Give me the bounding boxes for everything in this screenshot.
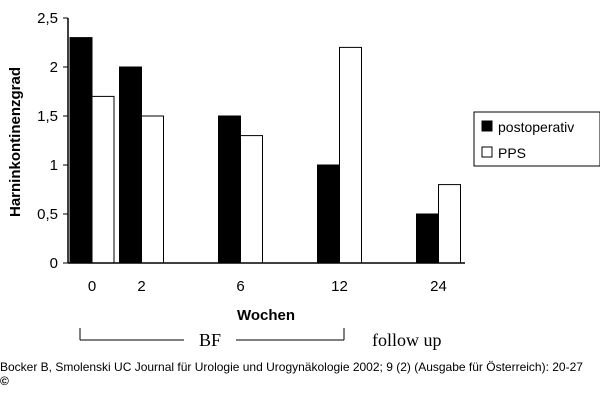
bars-layer <box>69 37 461 264</box>
bar-postoperativ-12 <box>317 164 340 264</box>
bar-postoperativ-2 <box>119 66 142 264</box>
bar-pps-6 <box>240 135 263 264</box>
bar-postoperativ-24 <box>416 213 439 264</box>
legend: postoperativ PPS <box>473 111 600 167</box>
y-axis-title: Harninkontinenzgrad <box>7 67 24 217</box>
x-tick-label-24: 24 <box>430 278 447 295</box>
copyright-symbol: © <box>0 374 9 388</box>
y-ticks: 0 0,5 1 1,5 2 2,5 <box>37 10 68 272</box>
x-tick-label-2: 2 <box>137 278 145 295</box>
x-tick-label-6: 6 <box>236 278 244 295</box>
bar-pps-2 <box>141 115 164 264</box>
bar-pps-0 <box>91 95 115 264</box>
legend-label-postoperativ: postoperativ <box>498 119 574 135</box>
legend-swatch-pps <box>481 146 493 158</box>
x-ticks: 0 2 6 12 24 <box>88 278 447 295</box>
legend-label-pps: PPS <box>498 145 526 161</box>
bar-pps-24 <box>438 184 461 264</box>
bar-postoperativ-0 <box>69 37 93 264</box>
follow-up-label: follow up <box>372 330 442 350</box>
x-tick-label-12: 12 <box>331 278 348 295</box>
citation-text: Bocker B, Smolenski UC Journal für Urolo… <box>0 360 583 374</box>
legend-swatch-postoperativ <box>481 120 493 132</box>
y-tick-label: 2,5 <box>37 10 58 27</box>
bar-pps-12 <box>339 46 362 264</box>
y-tick-label: 0 <box>50 255 58 272</box>
y-tick-label: 1 <box>50 157 58 174</box>
bar-postoperativ-6 <box>218 115 241 264</box>
x-axis-title: Wochen <box>237 307 295 324</box>
y-tick-label: 2 <box>50 59 58 76</box>
y-tick-label: 1,5 <box>37 108 58 125</box>
legend-box <box>473 111 600 167</box>
y-tick-label: 0,5 <box>37 206 58 223</box>
x-tick-label-0: 0 <box>88 278 96 295</box>
bf-bracket: BF <box>79 328 345 350</box>
bf-label: BF <box>199 330 221 350</box>
